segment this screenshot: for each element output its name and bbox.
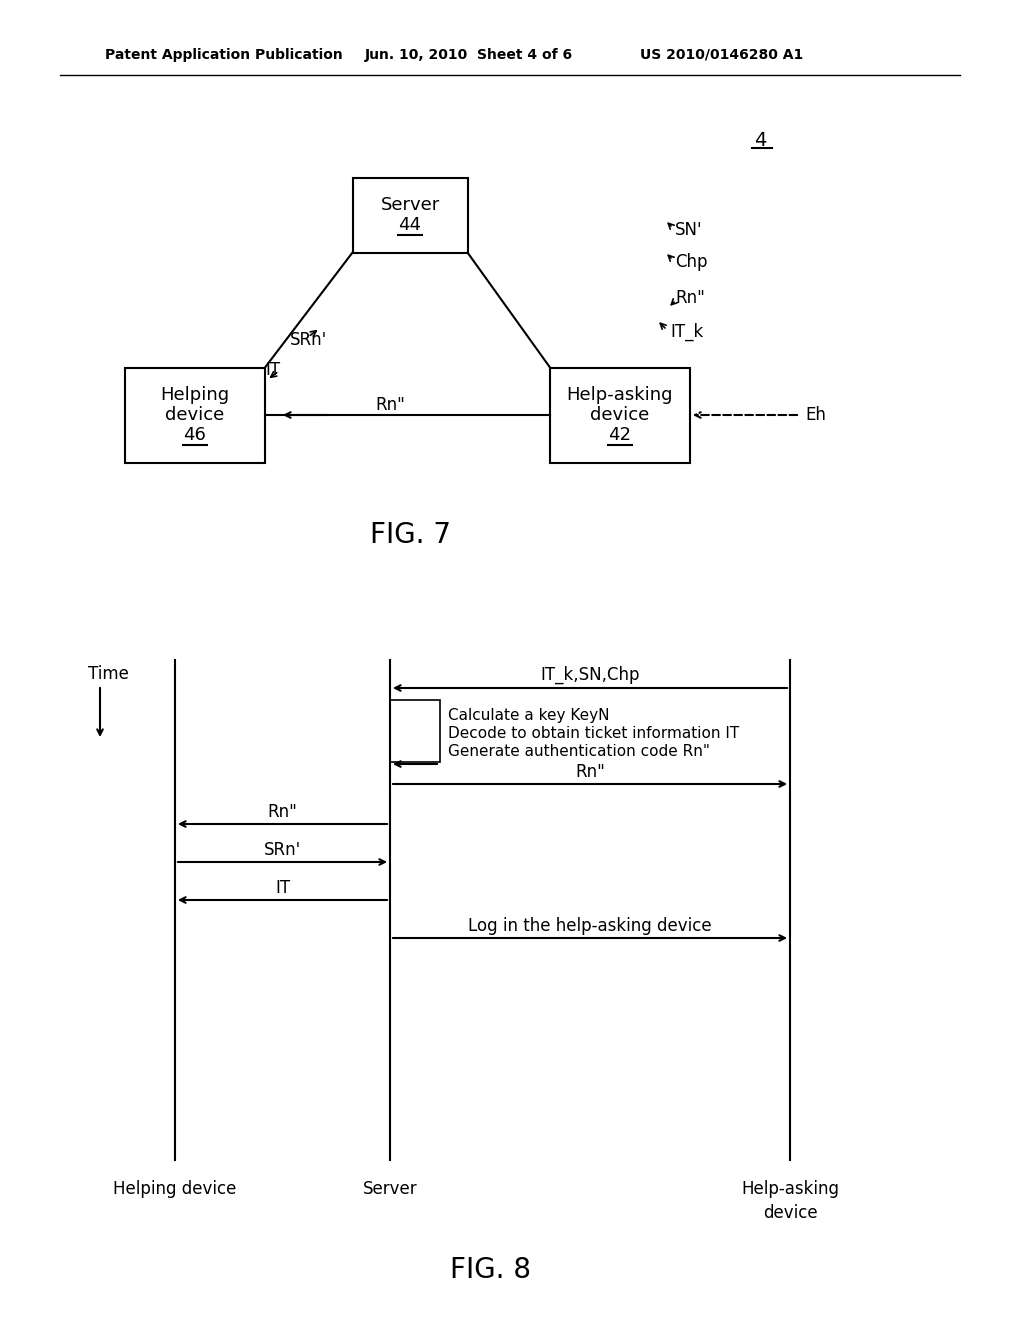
Text: Chp: Chp [675,253,708,271]
Text: FIG. 8: FIG. 8 [450,1257,530,1284]
Text: 4: 4 [754,131,766,149]
Text: Helping: Helping [161,385,229,404]
Text: Patent Application Publication: Patent Application Publication [105,48,343,62]
Text: Rn": Rn" [675,289,705,308]
Text: Helping device: Helping device [114,1180,237,1199]
Text: Time: Time [88,665,129,682]
Text: Rn": Rn" [267,803,297,821]
Text: IT: IT [274,879,290,898]
Text: SRn': SRn' [264,841,301,859]
Bar [390,700,440,762]
Text: FIG. 7: FIG. 7 [370,521,451,549]
Bar [352,177,468,252]
Text: Rn": Rn" [575,763,605,781]
Text: Server: Server [380,195,439,214]
Text: SRn': SRn' [290,331,328,348]
Text: IT_k,SN,Chp: IT_k,SN,Chp [541,665,640,684]
Text: Server: Server [362,1180,418,1199]
Text: Rn": Rn" [375,396,404,414]
Text: device: device [591,407,649,424]
Text: Jun. 10, 2010  Sheet 4 of 6: Jun. 10, 2010 Sheet 4 of 6 [365,48,573,62]
Bar [550,367,690,462]
Text: Generate authentication code Rn": Generate authentication code Rn" [449,744,710,759]
Text: IT: IT [265,360,281,379]
Text: IT_k: IT_k [670,323,703,341]
Text: Eh: Eh [805,407,826,424]
Bar [125,367,265,462]
Text: Calculate a key KeyN: Calculate a key KeyN [449,708,609,723]
Text: 44: 44 [398,216,422,234]
Text: 42: 42 [608,426,632,444]
Text: Help-asking
device: Help-asking device [741,1180,839,1221]
Text: 46: 46 [183,426,207,444]
Text: device: device [165,407,224,424]
Text: SN': SN' [675,220,702,239]
Text: Log in the help-asking device: Log in the help-asking device [468,917,712,935]
Text: Help-asking: Help-asking [566,385,673,404]
Text: Decode to obtain ticket information IT: Decode to obtain ticket information IT [449,726,739,741]
Text: US 2010/0146280 A1: US 2010/0146280 A1 [640,48,803,62]
